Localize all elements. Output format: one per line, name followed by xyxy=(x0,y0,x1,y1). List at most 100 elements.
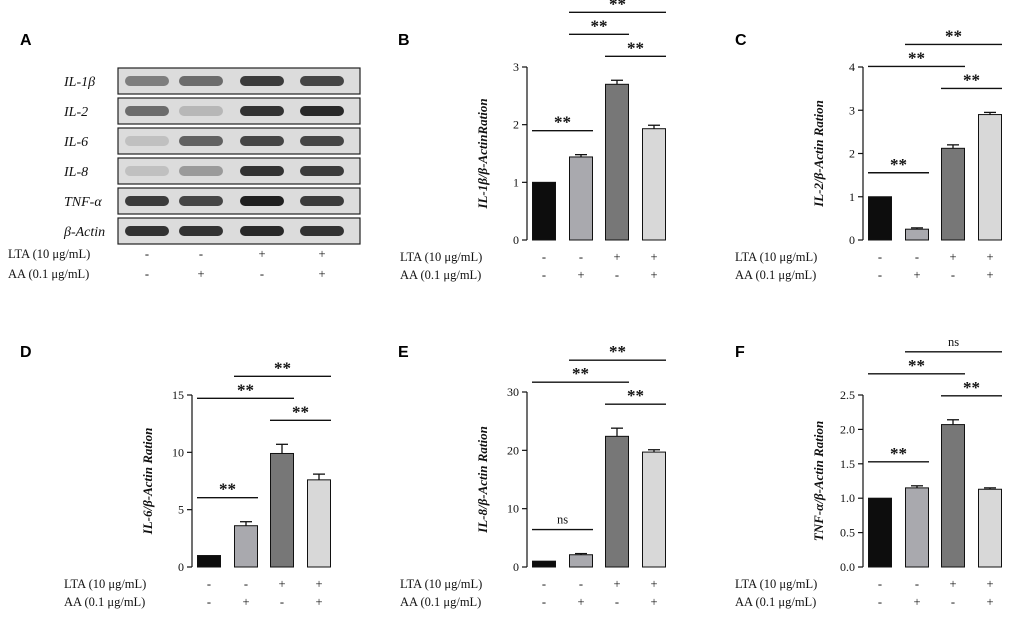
bar xyxy=(234,525,258,568)
panel-e: E 0 10 20 30 IL-8/β-Actin Ration ns ** ** ** LTA (… xyxy=(398,342,666,609)
condition-sign: - xyxy=(878,268,882,282)
blot-band xyxy=(300,106,344,116)
y-tick-label: 0.0 xyxy=(840,560,855,574)
blot-band xyxy=(125,196,169,206)
y-tick-label: 0 xyxy=(513,560,519,574)
blot-band xyxy=(240,106,284,116)
bar xyxy=(941,424,965,568)
blot-band xyxy=(125,76,169,86)
condition-sign: + xyxy=(949,250,956,264)
condition-label: LTA (10 μg/mL) xyxy=(735,250,817,264)
blot-band xyxy=(125,106,169,116)
blot-band xyxy=(240,136,284,146)
condition-sign: - xyxy=(145,267,149,281)
blot-row-label: IL-1β xyxy=(63,75,95,90)
condition-sign: + xyxy=(986,577,993,591)
y-tick-label: 0 xyxy=(513,233,519,247)
significance-label: ** xyxy=(963,70,980,89)
y-tick-label: 0 xyxy=(178,560,184,574)
condition-sign: - xyxy=(199,247,203,261)
condition-sign: - xyxy=(145,247,149,261)
panel-letter: D xyxy=(20,344,32,361)
y-tick-label: 2 xyxy=(849,147,855,161)
condition-sign: - xyxy=(615,268,619,282)
blot-row-label: IL-2 xyxy=(63,105,88,120)
condition-sign: + xyxy=(197,267,204,281)
condition-sign: - xyxy=(951,268,955,282)
bar xyxy=(905,228,929,241)
significance-label: ** xyxy=(945,26,962,45)
condition-sign: - xyxy=(878,595,882,609)
condition-sign: - xyxy=(878,577,882,591)
condition-label: AA (0.1 μg/mL) xyxy=(735,595,816,609)
bar xyxy=(905,487,929,568)
blot-band xyxy=(125,166,169,176)
condition-sign: + xyxy=(913,595,920,609)
bar xyxy=(569,554,593,568)
significance-label: ** xyxy=(554,113,571,132)
panel-letter: F xyxy=(735,344,745,361)
significance-label: ** xyxy=(963,378,980,397)
condition-sign: + xyxy=(315,577,322,591)
condition-label: LTA (10 μg/mL) xyxy=(400,250,482,264)
bar xyxy=(605,435,629,568)
blot-band xyxy=(240,166,284,176)
condition-sign: - xyxy=(915,577,919,591)
panel-c: C 0 1 2 3 4 IL-2/β-Actin Ration ** ** ** ** LTA (10… xyxy=(735,26,1002,282)
y-tick-label: 2.0 xyxy=(840,422,855,436)
y-tick-label: 4 xyxy=(849,60,855,74)
condition-label: AA (0.1 μg/mL) xyxy=(8,267,89,281)
condition-sign: - xyxy=(878,250,882,264)
blot-band xyxy=(179,136,223,146)
condition-sign: + xyxy=(242,595,249,609)
condition-label: LTA (10 μg/mL) xyxy=(8,247,90,261)
bar xyxy=(868,196,892,241)
significance-label: ** xyxy=(627,386,644,405)
blot-band xyxy=(179,106,223,116)
blot-band xyxy=(300,196,344,206)
y-tick-label: 2 xyxy=(513,118,519,132)
y-axis-label: IL-8/β-Actin Ration xyxy=(475,426,490,534)
bar xyxy=(197,555,221,568)
y-tick-label: 15 xyxy=(172,388,184,402)
bar xyxy=(978,114,1002,241)
panel-letter: E xyxy=(398,344,409,361)
bar xyxy=(532,181,556,241)
significance-label: ** xyxy=(292,402,309,421)
bar xyxy=(270,452,294,568)
y-tick-label: 1 xyxy=(513,175,519,189)
significance-label: ns xyxy=(557,513,568,527)
condition-sign: - xyxy=(260,267,264,281)
blot-row-label: β-Actin xyxy=(63,225,105,240)
condition-sign: - xyxy=(280,595,284,609)
panel-a: A IL-1β IL-2 IL-6 IL-8 TNF-α β-Actin LTA (10 μg… xyxy=(8,32,361,281)
condition-label: LTA (10 μg/mL) xyxy=(64,577,146,591)
y-axis-label: IL-6/β-Actin Ration xyxy=(140,428,155,536)
condition-sign: + xyxy=(577,595,584,609)
condition-sign: + xyxy=(650,595,657,609)
condition-label: AA (0.1 μg/mL) xyxy=(64,595,145,609)
panel-f: F 0.0 0.5 1.0 1.5 2.0 2.5 TNF-α/β-Actin Ration *… xyxy=(735,335,1002,609)
condition-sign: + xyxy=(650,268,657,282)
panel-letter: C xyxy=(735,32,747,49)
bar xyxy=(941,147,965,241)
panel-d: D 0 5 10 15 IL-6/β-Actin Ration ** ** ** ** LTA (1… xyxy=(20,344,331,609)
y-axis-label: IL-2/β-Actin Ration xyxy=(811,100,826,208)
condition-sign: - xyxy=(244,577,248,591)
condition-sign: + xyxy=(986,595,993,609)
condition-label: AA (0.1 μg/mL) xyxy=(735,268,816,282)
blot-band xyxy=(125,226,169,236)
panel-letter: A xyxy=(20,32,32,49)
bar xyxy=(978,488,1002,568)
significance-label: ** xyxy=(237,380,254,399)
condition-sign: + xyxy=(949,577,956,591)
blot-row-label: IL-6 xyxy=(63,135,88,150)
blot-row-label: TNF-α xyxy=(64,195,102,210)
condition-sign: + xyxy=(613,250,620,264)
condition-sign: + xyxy=(913,268,920,282)
y-tick-label: 1 xyxy=(849,190,855,204)
condition-sign: + xyxy=(986,250,993,264)
